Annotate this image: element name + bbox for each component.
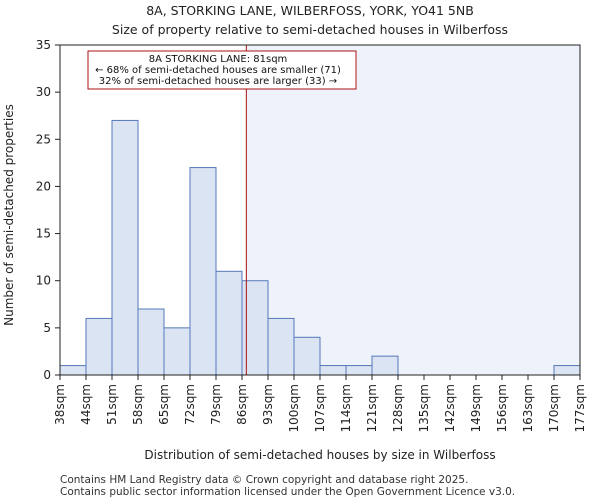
- larger-properties-region: [246, 45, 581, 375]
- chart-title-line-2: Size of property relative to semi-detach…: [112, 22, 508, 37]
- bar-44sqm: [85, 317, 113, 376]
- bar-79sqm: [215, 270, 243, 376]
- bar-51sqm: [111, 119, 139, 376]
- y-tick-label: 35: [36, 38, 51, 52]
- bar-121sqm: [371, 355, 399, 376]
- bar-65sqm: [163, 327, 191, 376]
- annotation-smaller-share: ← 68% of semi-detached houses are smalle…: [95, 65, 341, 76]
- x-tick-label: 38sqm: [53, 384, 67, 425]
- x-tick-label: 72sqm: [183, 384, 197, 425]
- x-tick-label: 93sqm: [261, 384, 275, 425]
- x-tick-label: 44sqm: [79, 384, 93, 425]
- x-tick-label: 51sqm: [105, 384, 119, 425]
- x-axis-label: Distribution of semi-detached houses by …: [144, 448, 495, 462]
- bar-100sqm: [293, 336, 321, 376]
- bar-38sqm: [59, 365, 87, 376]
- x-tick-label: 79sqm: [209, 384, 223, 425]
- x-tick-label: 135sqm: [417, 384, 431, 432]
- x-tick-label: 142sqm: [443, 384, 457, 432]
- chart-title-line-1: 8A, STORKING LANE, WILBERFOSS, YORK, YO4…: [146, 3, 474, 18]
- bar-72sqm: [189, 167, 217, 376]
- x-tick-label: 149sqm: [469, 384, 483, 432]
- annotation-larger-share: 32% of semi-detached houses are larger (…: [99, 76, 337, 87]
- bar-170sqm: [553, 365, 581, 376]
- y-tick-label: 15: [36, 227, 51, 241]
- x-tick-label: 156sqm: [495, 384, 509, 432]
- y-axis: 0 5 10 15 20 25 30 35: [36, 38, 60, 382]
- bar-93sqm: [267, 317, 295, 376]
- x-tick-label: 177sqm: [573, 384, 587, 432]
- x-tick-label: 163sqm: [521, 384, 535, 432]
- bar-58sqm: [137, 308, 165, 376]
- x-tick-label: 170sqm: [547, 384, 561, 432]
- annotation-title: 8A STORKING LANE: 81sqm: [149, 54, 288, 65]
- x-tick-label: 65sqm: [157, 384, 171, 425]
- annotation-border: [87, 50, 357, 90]
- bar-114sqm: [345, 365, 373, 376]
- y-axis-label: Number of semi-detached properties: [2, 104, 16, 326]
- x-tick-label: 100sqm: [287, 384, 301, 432]
- footer-copyright: Contains HM Land Registry data © Crown c…: [60, 474, 468, 486]
- y-tick-label: 20: [36, 179, 51, 193]
- x-tick-label: 128sqm: [391, 384, 405, 432]
- x-tick-label: 58sqm: [131, 384, 145, 425]
- y-tick-label: 25: [36, 132, 51, 146]
- footer-licence: Contains public sector information licen…: [60, 486, 515, 498]
- x-tick-label: 86sqm: [235, 384, 249, 425]
- x-axis: 38sqm 44sqm 51sqm 58sqm 65sqm 72sqm 79sqm 86sqm…: [53, 375, 587, 432]
- x-tick-label: 121sqm: [365, 384, 379, 432]
- x-tick-label: 114sqm: [339, 384, 353, 432]
- x-tick-label: 107sqm: [313, 384, 327, 432]
- y-tick-label: 10: [36, 274, 51, 288]
- bars-layer: [59, 119, 581, 376]
- y-tick-label: 5: [43, 321, 51, 335]
- y-tick-label: 0: [43, 368, 51, 382]
- y-tick-label: 30: [36, 85, 51, 99]
- property-annotation: 8A STORKING LANE: 81sqm ← 68% of semi-de…: [87, 50, 357, 90]
- bar-107sqm: [319, 365, 347, 376]
